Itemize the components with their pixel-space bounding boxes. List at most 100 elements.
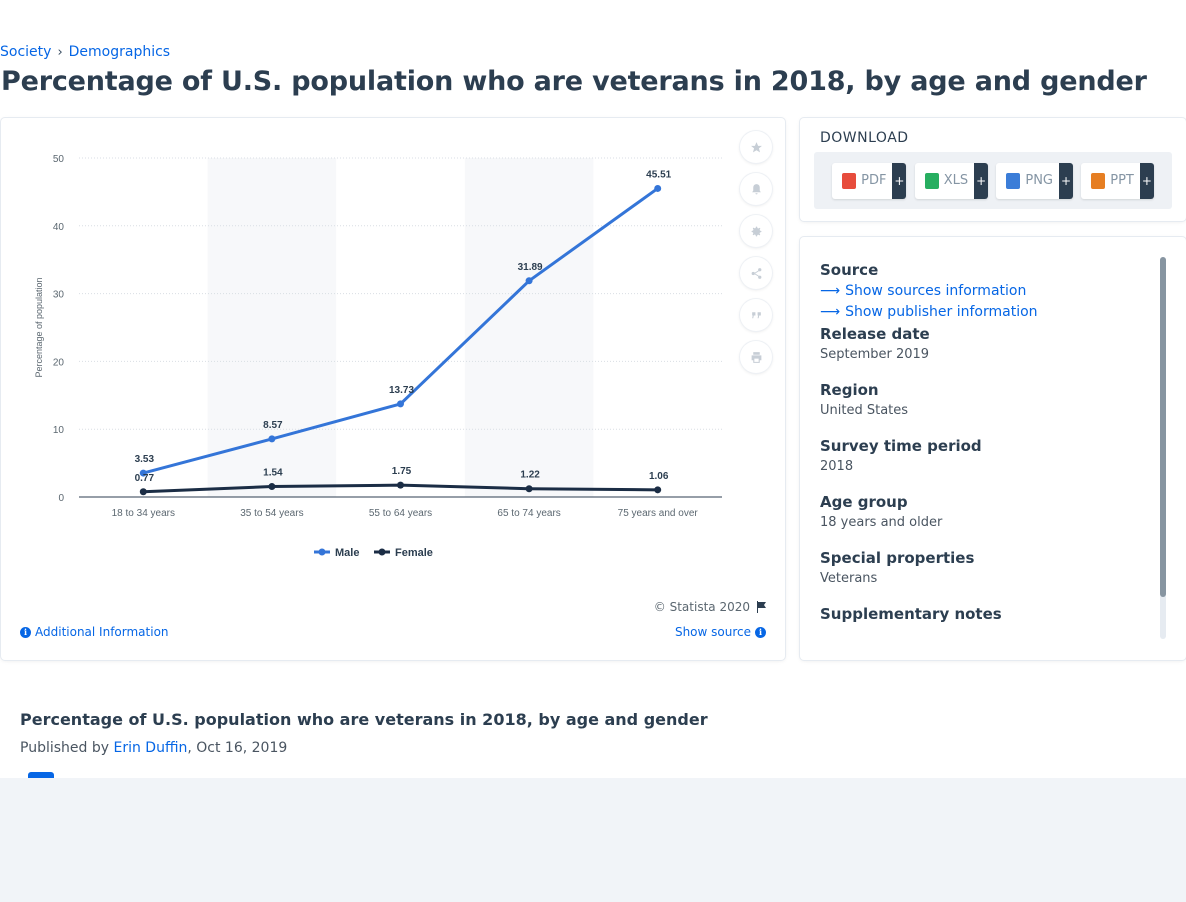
publish-date: , Oct 16, 2019 (187, 740, 288, 756)
download-buttons: PDF + XLS + PNG + PPT + (814, 152, 1172, 209)
y-tick-label: 50 (53, 154, 65, 165)
flag-icon[interactable] (756, 601, 767, 613)
data-label: 0.77 (135, 473, 155, 484)
chart-toolbar (740, 131, 772, 373)
data-point (268, 435, 276, 443)
gear-icon[interactable] (740, 215, 772, 247)
data-point (139, 469, 147, 477)
details-scrollbar[interactable] (1160, 257, 1166, 639)
legend-label: Female (395, 547, 433, 559)
y-axis-title: Percentage of population (34, 277, 44, 377)
published-by-label: Published by (20, 740, 110, 756)
x-tick-label: 55 to 64 years (369, 508, 432, 519)
supplementary-notes-label: Supplementary notes (820, 605, 1002, 623)
info-icon: i (20, 626, 31, 638)
data-point (525, 277, 533, 285)
download-pdf-plus[interactable]: + (892, 162, 907, 199)
release-date-label: Release date (820, 325, 930, 343)
x-tick-label: 35 to 54 years (240, 508, 303, 519)
statistic-summary: Percentage of U.S. population who are ve… (0, 688, 1186, 778)
data-label: 3.53 (135, 454, 155, 465)
special-properties-value: Veterans (820, 571, 878, 586)
share-icon[interactable] (740, 257, 772, 289)
download-heading: DOWNLOAD (820, 130, 909, 146)
survey-period-label: Survey time period (820, 437, 982, 455)
download-card: DOWNLOAD PDF + XLS + PNG + PPT + (800, 118, 1186, 221)
download-png-button[interactable]: PNG + (996, 162, 1073, 199)
y-tick-label: 10 (53, 425, 65, 436)
data-label: 45.51 (646, 169, 671, 180)
show-source-link[interactable]: Show source i (675, 625, 766, 639)
show-publisher-link[interactable]: ⟶ Show publisher information (820, 304, 1150, 320)
release-date-value: September 2019 (820, 347, 930, 362)
details-scrollbar-thumb[interactable] (1160, 257, 1166, 597)
chart-card: 0 10 20 30 40 50 Percentage of population 18 to… (1, 118, 785, 660)
download-xls-label: XLS (943, 173, 969, 188)
x-tick-label: 18 to 34 years (112, 508, 175, 519)
show-sources-link[interactable]: ⟶ Show sources information (820, 283, 1150, 299)
data-label: 1.22 (520, 470, 540, 481)
line-chart: 0 10 20 30 40 50 Percentage of population 18 to… (34, 154, 722, 559)
tab-indicator (28, 772, 54, 778)
source-label: Source (820, 261, 879, 279)
bell-icon[interactable] (740, 173, 772, 205)
data-point (525, 485, 533, 493)
show-sources-label: Show sources information (845, 283, 1027, 299)
download-pdf-label: PDF (861, 173, 887, 188)
data-point (654, 486, 662, 494)
x-tick-label: 75 years and over (618, 508, 699, 519)
data-label: 1.06 (649, 471, 669, 482)
age-group-value: 18 years and older (820, 515, 943, 530)
data-point (268, 483, 276, 491)
show-source-label: Show source (674, 625, 751, 639)
info-icon: i (755, 626, 766, 638)
star-icon[interactable] (740, 131, 772, 163)
survey-period-value: 2018 (820, 459, 854, 474)
arrow-right-icon: ⟶ (820, 304, 841, 320)
legend-label: Male (335, 547, 359, 559)
data-point (654, 184, 662, 192)
breadcrumb-item-demographics[interactable]: Demographics (68, 44, 171, 60)
download-xls-button[interactable]: XLS + (914, 162, 989, 199)
print-icon[interactable] (740, 341, 772, 373)
data-point (397, 481, 404, 489)
data-point (397, 400, 404, 408)
column-band (464, 158, 594, 497)
statistic-details-card: Source ⟶ Show sources information ⟶ Show… (800, 237, 1186, 660)
summary-meta: Published by Erin Duffin, Oct 16, 2019 (20, 740, 287, 756)
data-label: 1.54 (263, 468, 283, 479)
summary-title: Percentage of U.S. population who are ve… (20, 710, 708, 729)
xls-file-icon (924, 172, 939, 189)
download-png-plus[interactable]: + (1059, 162, 1073, 199)
download-xls-plus[interactable]: + (974, 162, 989, 199)
additional-information-link[interactable]: i Additional Information (20, 625, 169, 639)
page-title: Percentage of U.S. population who are ve… (1, 66, 1147, 97)
breadcrumb-item-society[interactable]: Society (0, 44, 52, 60)
legend-marker-dot (318, 548, 326, 556)
y-tick-label: 40 (53, 222, 65, 233)
quote-icon[interactable] (740, 299, 772, 331)
special-properties-label: Special properties (820, 549, 975, 567)
y-tick-label: 0 (58, 493, 64, 504)
y-tick-label: 20 (53, 357, 65, 368)
additional-information-label: Additional Information (35, 625, 169, 639)
data-label: 13.73 (389, 385, 414, 396)
y-tick-label: 30 (53, 290, 65, 301)
download-png-label: PNG (1025, 173, 1053, 188)
download-pdf-button[interactable]: PDF + (832, 162, 907, 199)
download-ppt-button[interactable]: PPT + (1081, 162, 1154, 199)
data-point (139, 488, 147, 496)
data-label: 8.57 (263, 420, 283, 431)
breadcrumb: Society › Demographics (0, 44, 170, 60)
download-ppt-plus[interactable]: + (1139, 162, 1154, 199)
column-band (207, 158, 337, 497)
data-label: 31.89 (518, 262, 543, 273)
author-link[interactable]: Erin Duffin (113, 740, 188, 756)
legend-marker-dot (378, 548, 386, 556)
data-label: 1.75 (392, 466, 412, 477)
statistic-details: Source ⟶ Show sources information ⟶ Show… (820, 261, 1150, 627)
x-tick-label: 65 to 74 years (497, 508, 560, 519)
download-ppt-label: PPT (1110, 173, 1134, 188)
png-file-icon (1006, 172, 1021, 189)
show-publisher-label: Show publisher information (845, 304, 1038, 320)
